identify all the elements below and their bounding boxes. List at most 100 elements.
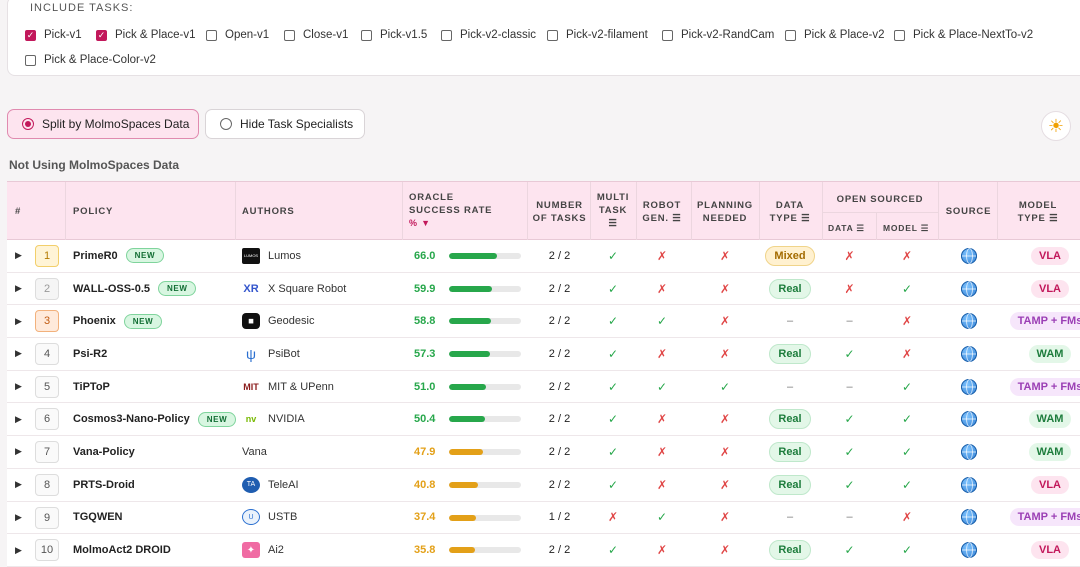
author-cell: U USTB bbox=[242, 502, 297, 534]
task-checkbox[interactable]: ✓ Pick & Place-v1 bbox=[96, 29, 196, 41]
success-rate-value: 57.3 bbox=[414, 347, 436, 360]
os-data-dash: – bbox=[846, 380, 853, 393]
planning-check-icon: ✓ bbox=[719, 379, 731, 394]
policy-name[interactable]: TiPToP bbox=[73, 371, 110, 403]
checkbox-icon[interactable]: ✓ bbox=[96, 29, 107, 41]
expand-triangle-icon[interactable]: ▶ bbox=[15, 511, 22, 522]
task-checkbox[interactable]: Pick & Place-v2 bbox=[785, 29, 885, 41]
header-number-of-tasks[interactable]: NUMBER OF TASKS bbox=[532, 199, 587, 225]
checkbox-icon[interactable] bbox=[206, 29, 217, 41]
expand-triangle-icon[interactable]: ▶ bbox=[15, 250, 22, 261]
task-checkbox[interactable]: Pick-v2-RandCam bbox=[662, 29, 774, 41]
task-checkbox[interactable]: Pick-v2-classic bbox=[441, 29, 536, 41]
expand-triangle-icon[interactable]: ▶ bbox=[15, 446, 22, 457]
header-data-type[interactable]: DATA TYPE ☰ bbox=[760, 199, 820, 225]
policy-name[interactable]: WALL-OSS-0.5 NEW bbox=[73, 273, 197, 305]
header-planning-needed[interactable]: PLANNING NEEDED bbox=[693, 199, 757, 225]
table-row[interactable]: ▶ 7 Vana-Policy Vana 47.9 2 / 2 ✓ ✗ ✗ Real ✓ ✓ WAM bbox=[7, 436, 1080, 469]
table-row[interactable]: ▶ 2 WALL-OSS-0.5 NEW XR X Square Robot 59.9 2 /… bbox=[7, 272, 1080, 306]
table-row[interactable]: ▶ 3 Phoenix NEW ◼ Geodesic 58.8 2 / 2 ✓ ✓ ✗ – – ✗ TAMP… bbox=[7, 305, 1080, 339]
multi-task-check-icon: ✓ bbox=[607, 379, 619, 394]
expand-triangle-icon[interactable]: ▶ bbox=[15, 348, 22, 359]
author-cell: nv NVIDIA bbox=[242, 403, 305, 435]
author-name: NVIDIA bbox=[268, 413, 305, 426]
filter-icon[interactable]: ☰ bbox=[856, 223, 865, 233]
globe-icon[interactable] bbox=[960, 378, 977, 395]
expand-triangle-icon[interactable]: ▶ bbox=[15, 283, 22, 294]
author-name: USTB bbox=[268, 511, 298, 524]
policy-name[interactable]: Psi-R2 bbox=[73, 338, 107, 370]
task-checkbox[interactable]: Open-v1 bbox=[206, 29, 269, 41]
task-checkbox[interactable]: ✓ Pick-v1 bbox=[25, 29, 82, 41]
checkbox-icon[interactable] bbox=[785, 29, 796, 41]
sun-icon[interactable]: ☀ bbox=[1041, 111, 1071, 141]
policy-name[interactable]: Phoenix NEW bbox=[73, 305, 163, 337]
globe-icon[interactable] bbox=[960, 411, 977, 428]
policy-name[interactable]: PRTS-Droid bbox=[73, 469, 135, 501]
globe-icon[interactable] bbox=[960, 247, 977, 264]
planning-cross-icon: ✗ bbox=[719, 314, 731, 329]
table-row[interactable]: ▶ 4 Psi-R2 ψ PsiBot 57.3 2 / 2 ✓ ✗ ✗ Real ✓ ✗ WAM bbox=[7, 338, 1080, 371]
policy-name[interactable]: Vana-Policy bbox=[73, 436, 135, 468]
split-by-molmospaces-toggle[interactable]: Split by MolmoSpaces Data bbox=[7, 109, 199, 139]
task-checkbox[interactable]: Close-v1 bbox=[284, 29, 348, 41]
sort-desc-icon[interactable]: % ▼ bbox=[409, 218, 431, 228]
checkbox-icon[interactable] bbox=[441, 29, 452, 41]
checkbox-icon[interactable]: ✓ bbox=[25, 29, 36, 41]
globe-icon[interactable] bbox=[960, 509, 977, 526]
header-authors[interactable]: AUTHORS bbox=[242, 206, 295, 217]
policy-name[interactable]: Cosmos3-Nano-Policy NEW bbox=[73, 403, 237, 435]
globe-icon[interactable] bbox=[960, 313, 977, 330]
expand-triangle-icon[interactable]: ▶ bbox=[15, 413, 22, 424]
hide-task-specialists-toggle[interactable]: Hide Task Specialists bbox=[205, 109, 365, 139]
filter-icon[interactable]: ☰ bbox=[608, 218, 618, 229]
table-row[interactable]: ▶ 1 PrimeR0 NEW LUMOS Lumos 66.0 2 / 2 ✓ ✗ ✗ Mixed ✗… bbox=[7, 240, 1080, 273]
expand-triangle-icon[interactable]: ▶ bbox=[15, 479, 22, 490]
table-row[interactable]: ▶ 5 TiPToP MIT MIT & UPenn 51.0 2 / 2 ✓ ✓ ✓ – – ✓ TAM… bbox=[7, 370, 1080, 404]
globe-icon[interactable] bbox=[960, 280, 977, 297]
table-row[interactable]: ▶ 8 PRTS-Droid TA TeleAI 40.8 2 / 2 ✓ ✗ ✗ Real ✓ ✓ VL… bbox=[7, 468, 1080, 502]
policy-label: TiPToP bbox=[73, 380, 110, 393]
header-model-type[interactable]: MODEL TYPE ☰ bbox=[1001, 199, 1075, 225]
checkbox-icon[interactable] bbox=[361, 29, 372, 41]
success-rate-value: 37.4 bbox=[414, 511, 436, 524]
policy-name[interactable]: TGQWEN bbox=[73, 502, 123, 534]
globe-icon[interactable] bbox=[960, 345, 977, 362]
task-checkbox[interactable]: Pick & Place-Color-v2 bbox=[25, 54, 156, 66]
model-type-badge: VLA bbox=[1031, 475, 1069, 494]
header-os-model[interactable]: MODEL ☰ bbox=[883, 222, 929, 235]
task-checkbox[interactable]: Pick & Place-NextTo-v2 bbox=[894, 29, 1033, 41]
checkbox-icon[interactable] bbox=[662, 29, 673, 41]
policy-name[interactable]: PrimeR0 NEW bbox=[73, 240, 165, 272]
tasks-count: 2 / 2 bbox=[548, 315, 571, 328]
task-label: Pick-v1.5 bbox=[380, 29, 428, 41]
header-robot-gen[interactable]: ROBOT GEN. ☰ bbox=[637, 199, 687, 225]
policy-name[interactable]: MolmoAct2 DROID bbox=[73, 534, 171, 566]
expand-triangle-icon[interactable]: ▶ bbox=[15, 381, 22, 392]
tasks-count: 1 / 2 bbox=[548, 511, 571, 524]
checkbox-icon[interactable] bbox=[284, 29, 295, 41]
expand-triangle-icon[interactable]: ▶ bbox=[15, 544, 22, 555]
table-row[interactable]: ▶ 9 TGQWEN U USTB 37.4 1 / 2 ✗ ✓ ✗ – – ✗ TAMP + FMs bbox=[7, 501, 1080, 535]
header-multi-task[interactable]: MULTI TASK ☰ bbox=[592, 191, 634, 230]
header-robot: ROBOT bbox=[642, 200, 682, 211]
globe-icon[interactable] bbox=[960, 443, 977, 460]
task-checkbox[interactable]: Pick-v1.5 bbox=[361, 29, 427, 41]
header-policy[interactable]: POLICY bbox=[73, 206, 114, 217]
checkbox-icon[interactable] bbox=[894, 29, 905, 41]
checkbox-icon[interactable] bbox=[25, 54, 36, 66]
checkbox-icon[interactable] bbox=[547, 29, 558, 41]
expand-triangle-icon[interactable]: ▶ bbox=[15, 315, 22, 326]
task-label: Close-v1 bbox=[303, 29, 349, 41]
header-oracle-success-rate[interactable]: ORACLE SUCCESS RATE % ▼ bbox=[409, 191, 492, 230]
globe-icon[interactable] bbox=[960, 542, 977, 559]
header-os-data[interactable]: DATA ☰ bbox=[828, 222, 865, 235]
filter-icon[interactable]: ☰ bbox=[801, 213, 811, 224]
filter-icon[interactable]: ☰ bbox=[920, 223, 930, 233]
filter-icon[interactable]: ☰ bbox=[1049, 213, 1059, 224]
table-row[interactable]: ▶ 10 MolmoAct2 DROID ✦ Ai2 35.8 2 / 2 ✓ ✗ ✗ Real ✓ ✓… bbox=[7, 534, 1080, 567]
globe-icon[interactable] bbox=[960, 476, 977, 493]
filter-icon[interactable]: ☰ bbox=[672, 213, 682, 224]
task-checkbox[interactable]: Pick-v2-filament bbox=[547, 29, 648, 41]
table-row[interactable]: ▶ 6 Cosmos3-Nano-Policy NEW nv NVIDIA 50.4 2 / … bbox=[7, 403, 1080, 437]
